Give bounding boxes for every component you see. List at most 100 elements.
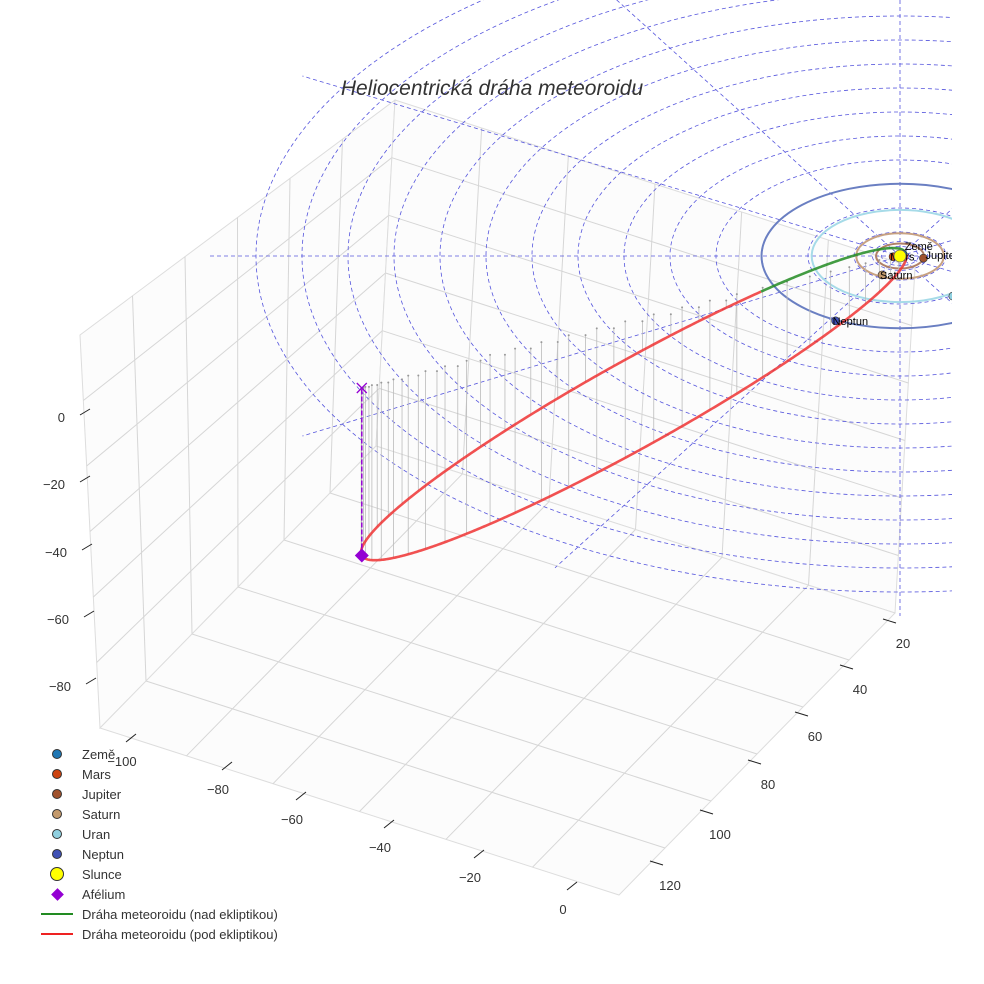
planet-label: Uran xyxy=(957,291,981,303)
x-tick-label: 0 xyxy=(559,902,566,917)
projection-dot xyxy=(424,370,427,373)
legend-label: Jupiter xyxy=(82,786,122,802)
x-tick-mark xyxy=(473,849,485,859)
projection-dot xyxy=(829,270,832,273)
projection-dot xyxy=(540,341,543,344)
y-tick-mark xyxy=(649,860,664,866)
projection-dot xyxy=(529,347,532,350)
projection-dot xyxy=(735,293,738,296)
meteoroid-orbit xyxy=(359,246,908,562)
legend-label: Dráha meteoroidu (nad ekliptikou) xyxy=(82,906,278,922)
projection-dot xyxy=(376,384,379,387)
x-tick-mark xyxy=(383,819,395,829)
planet-jupiter xyxy=(919,253,928,263)
legend-item: Afélium xyxy=(38,884,278,904)
projection-dot xyxy=(364,385,367,388)
projection-dot xyxy=(407,374,410,377)
legend-label: Afélium xyxy=(82,886,126,902)
planet-label: Jupiter xyxy=(925,250,958,262)
projection-dot xyxy=(514,347,517,350)
projection-dot xyxy=(681,306,684,309)
orbit-projection-stems xyxy=(360,253,906,561)
legend-dot-icon xyxy=(38,809,76,819)
projection-dot xyxy=(641,320,644,323)
legend-label: Neptun xyxy=(82,846,124,862)
chart-title: Heliocentrická dráha meteoroidu xyxy=(341,77,644,100)
planet-neptun xyxy=(831,316,840,326)
z-tick-mark xyxy=(85,677,97,685)
radial-line xyxy=(899,239,952,257)
orbit-above-ecliptic xyxy=(760,246,908,293)
z-tick-label: −20 xyxy=(43,477,65,492)
legend-dot-icon xyxy=(38,789,76,799)
projection-dot xyxy=(392,378,395,381)
z-tick-mark xyxy=(79,475,91,483)
y-tick-label: 120 xyxy=(659,878,681,893)
orbit-below-ecliptic xyxy=(359,290,762,557)
y-tick-label: 80 xyxy=(761,777,775,792)
projection-dot xyxy=(848,266,851,269)
distance-ring xyxy=(347,0,952,545)
projection-dot xyxy=(444,365,447,368)
legend-dot-icon xyxy=(38,769,76,779)
projection-dot xyxy=(567,334,570,337)
z-tick-label: −40 xyxy=(45,545,67,560)
projection-dot xyxy=(652,313,655,316)
legend-label: Uran xyxy=(82,826,111,842)
projection-dot xyxy=(370,384,373,387)
axis-ticks: 0 −20 −40 −60 −80 −100 −80 −60 −40 −20 0 20 40 60 80 10… xyxy=(43,408,910,917)
projection-dot xyxy=(417,374,420,377)
projection-dot xyxy=(465,359,468,362)
legend-item: Neptun xyxy=(38,844,278,864)
projection-dot xyxy=(489,353,492,356)
projection-dot xyxy=(584,334,587,337)
x-tick-mark xyxy=(221,761,233,771)
y-tick-label: 100 xyxy=(709,827,731,842)
y-tick-mark xyxy=(882,618,897,624)
grid-line xyxy=(532,584,809,868)
axes-panes xyxy=(79,98,916,896)
projection-dot xyxy=(595,327,598,330)
projection-dot xyxy=(725,299,728,302)
z-tick-mark xyxy=(81,543,93,551)
x-tick-label: −80 xyxy=(207,782,229,797)
y-tick-label: 40 xyxy=(853,682,867,697)
planet-label: Země xyxy=(905,241,933,253)
grid-line xyxy=(96,387,380,663)
projection-dot xyxy=(669,313,672,316)
legend-dot-icon xyxy=(38,749,76,759)
legend-item: Slunce xyxy=(38,864,278,884)
projection-dot xyxy=(456,365,459,368)
projection-dot xyxy=(864,262,867,265)
radial-line xyxy=(899,208,952,257)
y-tick-mark xyxy=(794,711,809,717)
projection-dot xyxy=(387,381,390,384)
projection-dot xyxy=(401,378,404,381)
x-tick-mark xyxy=(295,791,307,801)
radial-line xyxy=(616,0,901,257)
legend-line-icon xyxy=(38,933,76,935)
projection-dot xyxy=(808,275,811,278)
planet-label: Neptun xyxy=(833,316,868,328)
projection-dot xyxy=(380,381,383,384)
y-tick-mark xyxy=(839,664,854,670)
legend-label: Dráha meteoroidu (pod ekliptikou) xyxy=(82,926,278,942)
projection-dot xyxy=(479,359,482,362)
legend-item: Dráha meteoroidu (pod ekliptikou) xyxy=(38,924,278,944)
orbit-neptun xyxy=(760,182,952,330)
z-tick-mark xyxy=(79,408,91,416)
projection-dot xyxy=(878,259,881,262)
projection-dot xyxy=(367,385,370,388)
projection-dot xyxy=(697,306,700,309)
legend-label: Mars xyxy=(82,766,111,782)
projection-dot xyxy=(761,286,764,289)
y-tick-mark xyxy=(747,759,762,765)
planet-label: Saturn xyxy=(880,270,912,282)
projection-dot xyxy=(435,370,438,373)
aphelion-ecliptic-x-marker xyxy=(356,382,368,394)
legend-dot-icon xyxy=(38,867,76,881)
orbit-uran xyxy=(810,208,952,304)
y-tick-label: 60 xyxy=(808,729,822,744)
